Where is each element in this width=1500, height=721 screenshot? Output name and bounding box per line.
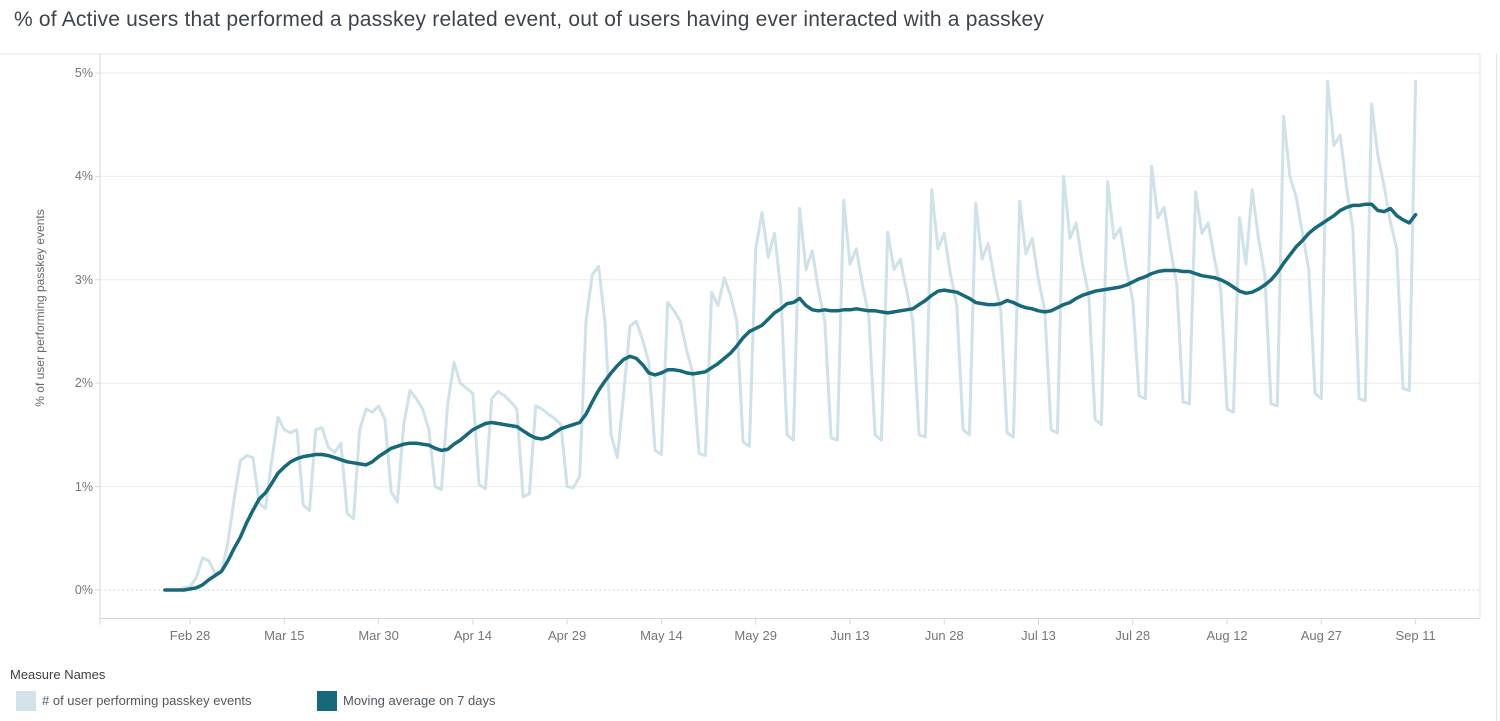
legend-title: Measure Names bbox=[10, 667, 106, 682]
moving-average-line[interactable] bbox=[163, 202, 1418, 592]
x-tick-label: Sep 11 bbox=[1395, 628, 1436, 643]
y-tick-label: 0% bbox=[74, 583, 93, 597]
x-tick-label: May 29 bbox=[734, 628, 777, 643]
x-tick-label: Feb 28 bbox=[169, 628, 211, 643]
x-tick-label: Apr 14 bbox=[453, 628, 493, 643]
x-tick-label: Jun 13 bbox=[830, 628, 870, 643]
x-tick-label: May 14 bbox=[640, 628, 683, 643]
y-tick-label: 3% bbox=[74, 272, 93, 287]
y-tick-label: 4% bbox=[74, 169, 93, 184]
y-tick-label: 1% bbox=[74, 479, 93, 494]
legend-swatch-daily-series[interactable] bbox=[16, 691, 36, 711]
x-tick-label: Apr 29 bbox=[547, 628, 587, 643]
y-axis-title: % of user performing passkey events bbox=[33, 209, 47, 407]
x-tick-label: Jun 28 bbox=[924, 628, 964, 643]
legend-item-moving-average[interactable]: Moving average on 7 days bbox=[317, 690, 547, 712]
x-tick-label: Mar 30 bbox=[358, 628, 399, 643]
x-tick-label: Aug 27 bbox=[1300, 628, 1342, 643]
x-tick-label: Jul 13 bbox=[1021, 628, 1056, 643]
legend-item-daily-series[interactable]: # of user performing passkey events bbox=[16, 690, 316, 712]
x-tick-label: Jul 28 bbox=[1115, 628, 1151, 643]
y-tick-label: 2% bbox=[74, 376, 93, 391]
daily-series-line[interactable] bbox=[163, 79, 1418, 592]
legend-label-moving-average: Moving average on 7 days bbox=[343, 693, 496, 708]
y-tick-label: 5% bbox=[74, 66, 93, 80]
page-title: % of Active users that performed a passk… bbox=[14, 8, 1045, 31]
legend-swatch-moving-average[interactable] bbox=[317, 691, 337, 711]
legend-label-daily-series: # of user performing passkey events bbox=[42, 693, 252, 708]
legend: Measure Names # of user performing passk… bbox=[10, 667, 495, 711]
x-tick-label: Aug 12 bbox=[1206, 628, 1248, 643]
x-tick-label: Mar 15 bbox=[264, 628, 305, 643]
